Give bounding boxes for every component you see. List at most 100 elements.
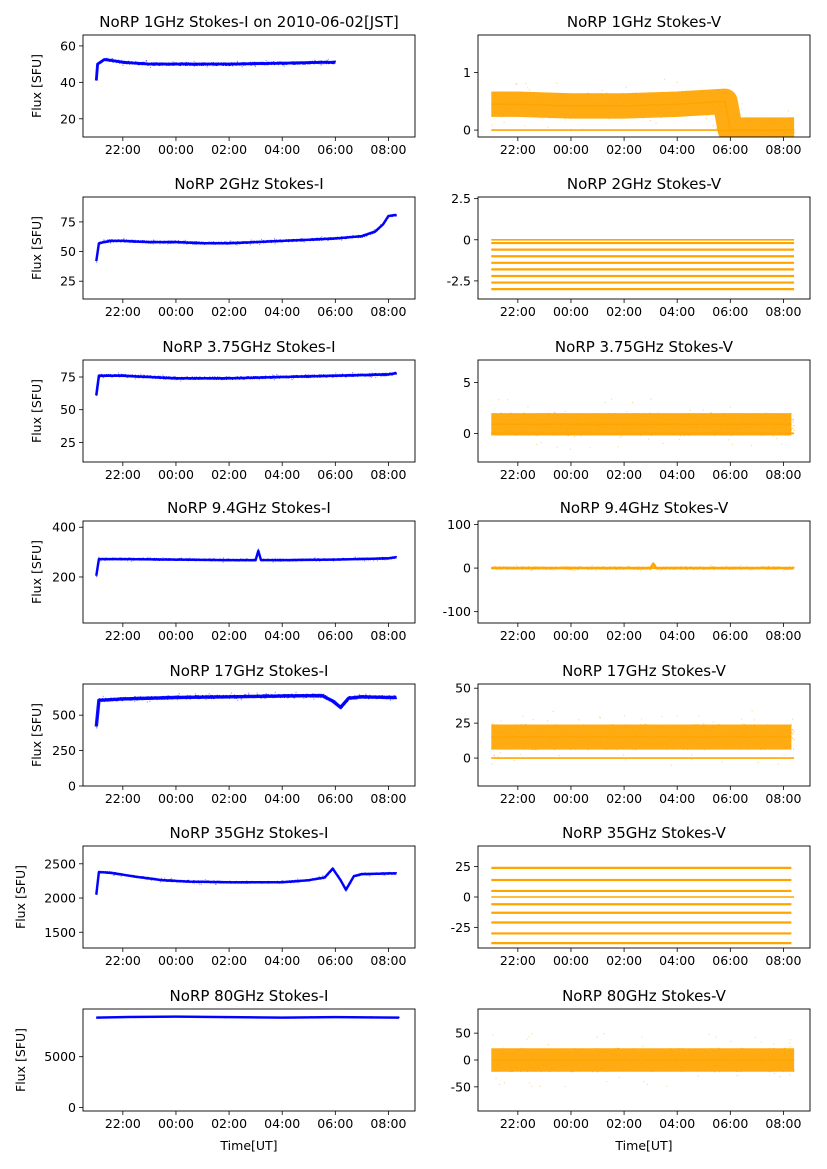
data-point-outlier: [185, 61, 187, 63]
data-point-outlier: [149, 66, 152, 69]
plot-area: [491, 398, 795, 450]
data-point-outlier: [212, 241, 215, 243]
y-axis-label: Flux [SFU]: [29, 216, 44, 280]
data-point-outlier: [676, 81, 678, 83]
x-tick-label: 06:00: [712, 142, 748, 157]
data-point-outlier: [340, 239, 343, 241]
data-point-outlier: [525, 82, 527, 84]
data-point: [792, 427, 794, 429]
chart-panel-4: 22:00 00:00 02:00 04:00 06:00 08:00255075NoRP…: [29, 338, 416, 482]
data-point-outlier: [254, 66, 257, 68]
chart-title: NoRP 2GHz Stokes-V: [567, 175, 722, 193]
x-tick-label: 00:00: [158, 467, 194, 482]
x-tick-label: 08:00: [765, 304, 801, 319]
x-tick-label: 08:00: [765, 467, 801, 482]
data-point: [96, 576, 98, 578]
data-point-outlier: [303, 241, 305, 243]
data-point-outlier: [327, 58, 329, 60]
y-tick-label: 25: [60, 435, 76, 450]
data-point: [740, 138, 741, 139]
data-point-outlier: [109, 242, 112, 244]
plot-area: [95, 371, 397, 396]
data-point-outlier: [741, 103, 743, 105]
x-tick-label: 22:00: [105, 467, 141, 482]
data-point-outlier: [781, 443, 783, 445]
axes-frame: [82, 196, 416, 300]
chart-title: NoRP 1GHz Stokes-V: [567, 13, 722, 31]
data-point: [793, 131, 795, 133]
data-point-outlier: [574, 435, 576, 438]
axes-frame: [82, 359, 416, 463]
data-point-outlier: [625, 86, 627, 88]
data-point-outlier: [335, 372, 337, 374]
y-tick-label: 0: [463, 123, 471, 138]
data-point-outlier: [250, 239, 252, 241]
data-point-outlier: [776, 437, 778, 440]
y-tick-label: 1: [463, 65, 471, 80]
x-tick-label: 02:00: [211, 467, 247, 482]
data-point: [792, 421, 794, 423]
y-tick-label: 50: [60, 402, 76, 417]
data-point-outlier: [621, 435, 623, 437]
data-point-outlier: [180, 380, 182, 382]
data-point-outlier: [145, 60, 148, 62]
data-point-outlier: [314, 59, 316, 61]
data-point: [755, 140, 756, 141]
data-point-outlier: [140, 373, 142, 375]
data-point: [793, 429, 795, 431]
data-point-outlier: [285, 377, 287, 380]
data-point: [791, 419, 793, 421]
x-tick-label: 22:00: [105, 304, 141, 319]
x-tick-label: 22:00: [500, 304, 536, 319]
data-point-outlier: [351, 372, 353, 374]
y-tick-label: 20: [60, 111, 76, 126]
data-point-outlier: [260, 238, 263, 241]
data-point: [225, 65, 227, 67]
data-point-outlier: [553, 411, 556, 413]
data-point: [396, 372, 397, 374]
data-point-outlier: [307, 373, 309, 376]
data-point: [364, 236, 365, 238]
data-point-outlier: [626, 410, 628, 413]
data-point-outlier: [172, 61, 174, 63]
series-0-line: [491, 100, 795, 131]
x-tick-label: 04:00: [659, 304, 695, 319]
data-point: [606, 92, 608, 94]
data-point-outlier: [112, 57, 114, 60]
plot-area: [491, 238, 795, 291]
data-point: [250, 64, 252, 66]
data-point-outlier: [326, 59, 328, 61]
data-point-outlier: [564, 410, 566, 412]
data-point: [793, 419, 794, 421]
data-point-outlier: [569, 448, 572, 450]
data-point-outlier: [556, 82, 558, 84]
data-point-outlier: [103, 239, 105, 241]
data-point-outlier: [206, 66, 208, 68]
data-point: [159, 375, 161, 377]
data-point-outlier: [772, 435, 774, 437]
data-point-outlier: [341, 373, 344, 375]
data-point: [763, 139, 764, 140]
chart-panel-3: 22:00 00:00 02:00 04:00 06:00 08:00-2.502.5No…: [447, 175, 811, 319]
data-point-outlier: [542, 117, 544, 120]
x-tick-label: 02:00: [606, 142, 642, 157]
data-point-outlier: [617, 446, 619, 448]
data-point-outlier: [276, 374, 278, 376]
data-point: [744, 138, 745, 139]
data-point-outlier: [648, 438, 650, 440]
x-tick-label: 04:00: [264, 467, 300, 482]
data-point-outlier: [145, 60, 147, 62]
data-point-outlier: [236, 244, 238, 246]
data-point-outlier: [107, 238, 109, 241]
x-tick-label: 00:00: [553, 304, 589, 319]
data-point: [96, 394, 98, 396]
data-point-outlier: [134, 378, 137, 380]
data-point: [228, 65, 230, 67]
y-tick-label: 40: [60, 75, 76, 90]
data-point-outlier: [274, 243, 276, 245]
x-tick-label: 06:00: [712, 304, 748, 319]
chart-panel-6: 22:00 00:00 02:00 04:00 06:00 08:00200400NoRP…: [29, 499, 416, 643]
x-tick-label: 04:00: [659, 142, 695, 157]
y-axis-label: Flux [SFU]: [29, 379, 44, 443]
